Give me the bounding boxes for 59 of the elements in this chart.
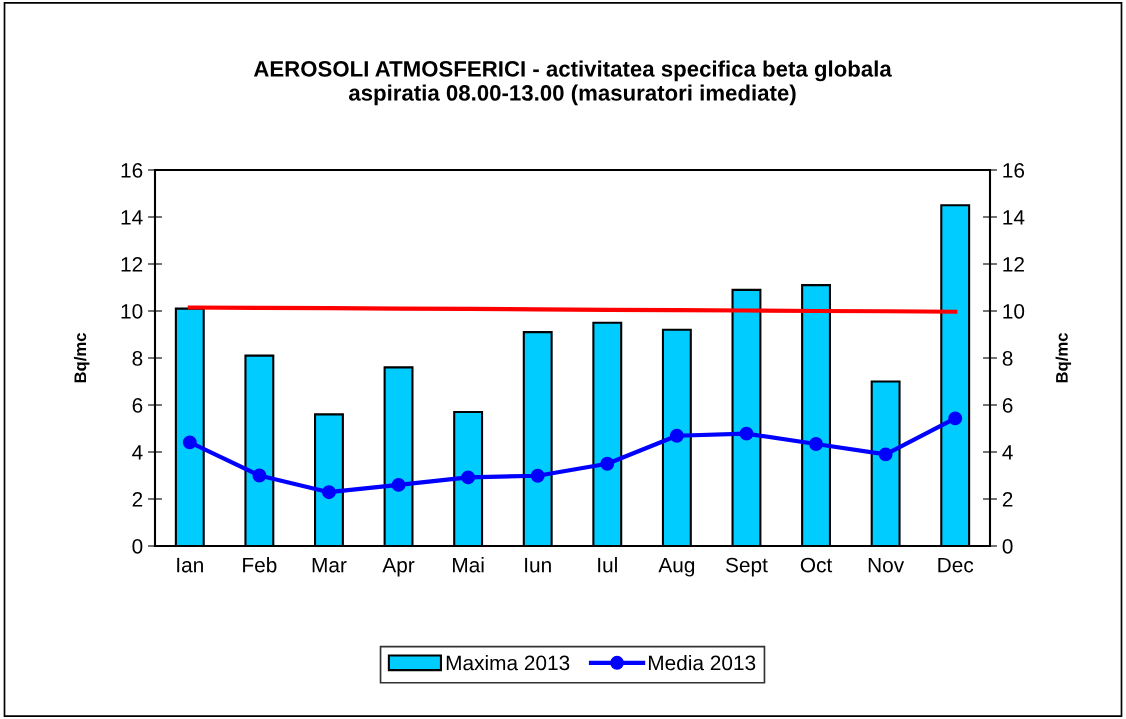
point: [252, 468, 267, 483]
y2-axis-title: Bq/mc: [1055, 333, 1072, 383]
point: [600, 456, 615, 471]
point: [739, 426, 754, 441]
y-tick-label: 0: [132, 539, 143, 554]
x-tick-label: Mai: [453, 557, 484, 573]
y2-tick-label: 10: [1003, 304, 1025, 319]
legend-label: Maxima 2013: [446, 654, 570, 671]
bar: [314, 413, 344, 546]
bar: [731, 288, 762, 546]
bar: [870, 380, 901, 546]
y-tick-label: 14: [121, 210, 143, 225]
y2-tick-label: 4: [1002, 445, 1013, 460]
y2-tick-label: 16: [1003, 163, 1025, 178]
y-axis-title: Bq/mc: [73, 333, 90, 383]
bar: [244, 354, 275, 546]
point: [322, 485, 336, 500]
y-tick-label: 12: [121, 257, 143, 272]
chart-title: AEROSOLI ATMOSFERICI - activitatea specifica beta globala aspiratia 08.00-13.00 (masuratori imediate): [253, 60, 892, 106]
point: [669, 428, 684, 443]
x-tick-label: Nov: [868, 557, 905, 573]
x-tick-label: Dec: [938, 557, 974, 573]
x-tick-label: Sept: [725, 557, 768, 577]
point: [182, 435, 197, 450]
point: [878, 447, 893, 462]
y2-tick-label: 2: [1002, 492, 1013, 507]
x-tick-label: Oct: [800, 557, 833, 573]
legend-label: Media 2013: [648, 654, 756, 671]
y-tick-label: 10: [121, 304, 143, 319]
bar: [453, 411, 484, 546]
x-tick-label: Ian: [177, 557, 203, 573]
x-tick-label: Mar: [312, 557, 347, 573]
x-tick-label: Aug: [658, 557, 695, 577]
x-tick-label: Iul: [598, 557, 617, 573]
point: [461, 470, 476, 485]
y2-tick-label: 8: [1002, 351, 1013, 366]
y-tick-label: 16: [121, 163, 143, 178]
x-tick-label: Feb: [243, 557, 277, 573]
y2-tick-label: 14: [1003, 210, 1025, 225]
x-tick-label: Iun: [525, 557, 551, 573]
point: [948, 411, 963, 426]
y-tick-label: 2: [132, 492, 143, 507]
bar: [383, 366, 414, 546]
x-tick-label: Apr: [382, 557, 415, 577]
y-tick-label: 8: [132, 351, 143, 366]
bar: [592, 321, 623, 546]
point: [391, 477, 406, 492]
bar: [801, 284, 831, 546]
y2-tick-label: 0: [1002, 539, 1013, 554]
y2-tick-label: 6: [1002, 398, 1013, 413]
bar: [940, 204, 971, 546]
y-tick-label: 4: [132, 445, 143, 460]
bar: [661, 328, 692, 546]
bar: [174, 307, 205, 546]
y-tick-label: 6: [132, 398, 143, 413]
point: [809, 437, 823, 451]
y2-tick-label: 12: [1003, 257, 1024, 272]
point: [530, 468, 545, 483]
bar: [522, 331, 553, 546]
